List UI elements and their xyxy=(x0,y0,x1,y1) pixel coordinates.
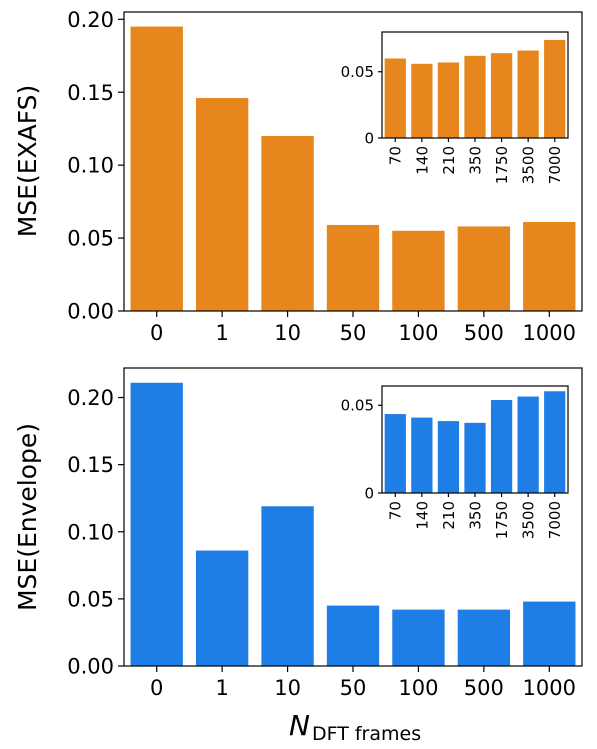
bottom-bar-0 xyxy=(130,382,183,666)
top-inset-bar-140 xyxy=(411,63,433,138)
top-ytick-label: 0.20 xyxy=(67,8,114,32)
bottom-bar-100 xyxy=(392,609,445,666)
top-inset-bar-70 xyxy=(384,58,406,138)
bottom-inset-xtick-label: 210 xyxy=(440,501,458,530)
bottom-bar-1000 xyxy=(523,601,576,666)
bottom-panel: 0.00 0.05 0.10 0.15 0.20 0 1 10 50 100 500 1000 MSE(… xyxy=(13,367,583,700)
bottom-inset-bar-7000 xyxy=(544,391,566,493)
bottom-bar-1 xyxy=(195,550,249,666)
bottom-inset-bar-1750 xyxy=(490,400,513,493)
top-xtick-label: 1000 xyxy=(523,321,576,345)
top-xtick-label: 0 xyxy=(150,321,163,345)
bottom-inset-xtick-label: 7000 xyxy=(546,501,564,539)
top-inset-xtick-label: 7000 xyxy=(546,146,564,184)
top-inset-ytick-label: 0.05 xyxy=(341,63,374,81)
top-bar-100 xyxy=(392,230,445,311)
bottom-inset-bar-210 xyxy=(437,421,460,493)
top-xtick-label: 1 xyxy=(215,321,228,345)
top-xtick-label: 50 xyxy=(340,321,367,345)
bottom-inset-xtick-label: 3500 xyxy=(520,501,538,539)
top-ytick-label: 0.00 xyxy=(67,300,114,324)
bottom-xtick-label: 1000 xyxy=(523,676,576,700)
bottom-xtick-label: 500 xyxy=(464,676,504,700)
bottom-xtick-label: 10 xyxy=(274,676,301,700)
top-inset-xtick-label: 70 xyxy=(387,146,405,165)
bottom-inset-ytick-label: 0.05 xyxy=(341,397,374,415)
top-inset-bar-7000 xyxy=(544,39,566,139)
top-bar-1 xyxy=(195,98,249,312)
bottom-xtick-label: 0 xyxy=(150,676,163,700)
top-inset-xtick-label: 140 xyxy=(413,146,431,175)
bottom-inset-xtick-label: 350 xyxy=(466,501,484,530)
top-bar-50 xyxy=(326,224,380,311)
top-y-axis-label: MSE(EXAFS) xyxy=(13,85,42,238)
bottom-ytick-label: 0.05 xyxy=(67,587,114,611)
bottom-ytick-label: 0.15 xyxy=(67,453,114,477)
top-xtick-label: 100 xyxy=(398,321,438,345)
bottom-xtick-label: 1 xyxy=(215,676,228,700)
bottom-xtick-label: 50 xyxy=(340,676,367,700)
bottom-inset-xtick-label: 1750 xyxy=(493,501,511,539)
bottom-inset-bar-70 xyxy=(384,414,406,493)
bottom-bar-10 xyxy=(261,506,314,666)
top-ytick-label: 0.05 xyxy=(67,227,114,251)
top-inset-bar-3500 xyxy=(517,50,539,138)
top-ytick-label: 0.15 xyxy=(67,81,114,105)
bottom-inset: 0 0.05 70 140 210 350 1750 3500 7000 xyxy=(341,385,569,539)
top-inset-xtick-label: 210 xyxy=(440,146,458,175)
bottom-bar-50 xyxy=(326,605,380,666)
top-bar-0 xyxy=(130,26,183,312)
top-ytick-label: 0.10 xyxy=(67,154,114,178)
top-inset-xtick-label: 350 xyxy=(466,146,484,175)
bottom-ytick-label: 0.10 xyxy=(67,520,114,544)
bottom-inset-xtick-label: 70 xyxy=(387,501,405,520)
top-bar-10 xyxy=(261,135,314,311)
top-inset-bar-1750 xyxy=(490,53,513,139)
x-axis-label-subscript: DFT frames xyxy=(312,723,421,745)
top-bar-1000 xyxy=(523,222,576,311)
bottom-inset-bar-140 xyxy=(411,417,433,493)
top-xtick-label: 10 xyxy=(274,321,301,345)
top-bar-500 xyxy=(457,226,511,311)
top-xtick-label: 500 xyxy=(464,321,504,345)
top-inset-xtick-label: 3500 xyxy=(520,146,538,184)
top-inset-ytick-label: 0 xyxy=(364,129,374,147)
bottom-y-axis-label: MSE(Envelope) xyxy=(13,423,42,611)
bottom-xtick-label: 100 xyxy=(398,676,438,700)
top-panel: 0.00 0.05 0.10 0.15 0.20 0 1 10 50 100 500 1000 MSE(… xyxy=(13,8,583,345)
bottom-ytick-label: 0.00 xyxy=(67,655,114,679)
bottom-inset-bar-3500 xyxy=(517,396,539,493)
top-inset-xtick-label: 1750 xyxy=(493,146,511,184)
top-inset: 0 0.05 70 140 210 350 1750 3500 7000 xyxy=(341,31,569,184)
bottom-inset-ytick-label: 0 xyxy=(364,484,374,502)
x-axis-label: N xyxy=(289,709,310,742)
bottom-ytick-label: 0.20 xyxy=(67,386,114,410)
top-inset-bar-350 xyxy=(464,55,486,138)
bottom-inset-bar-350 xyxy=(464,422,486,493)
top-inset-bar-210 xyxy=(437,62,460,138)
bottom-inset-xtick-label: 140 xyxy=(413,501,431,530)
bottom-bar-500 xyxy=(457,609,511,666)
